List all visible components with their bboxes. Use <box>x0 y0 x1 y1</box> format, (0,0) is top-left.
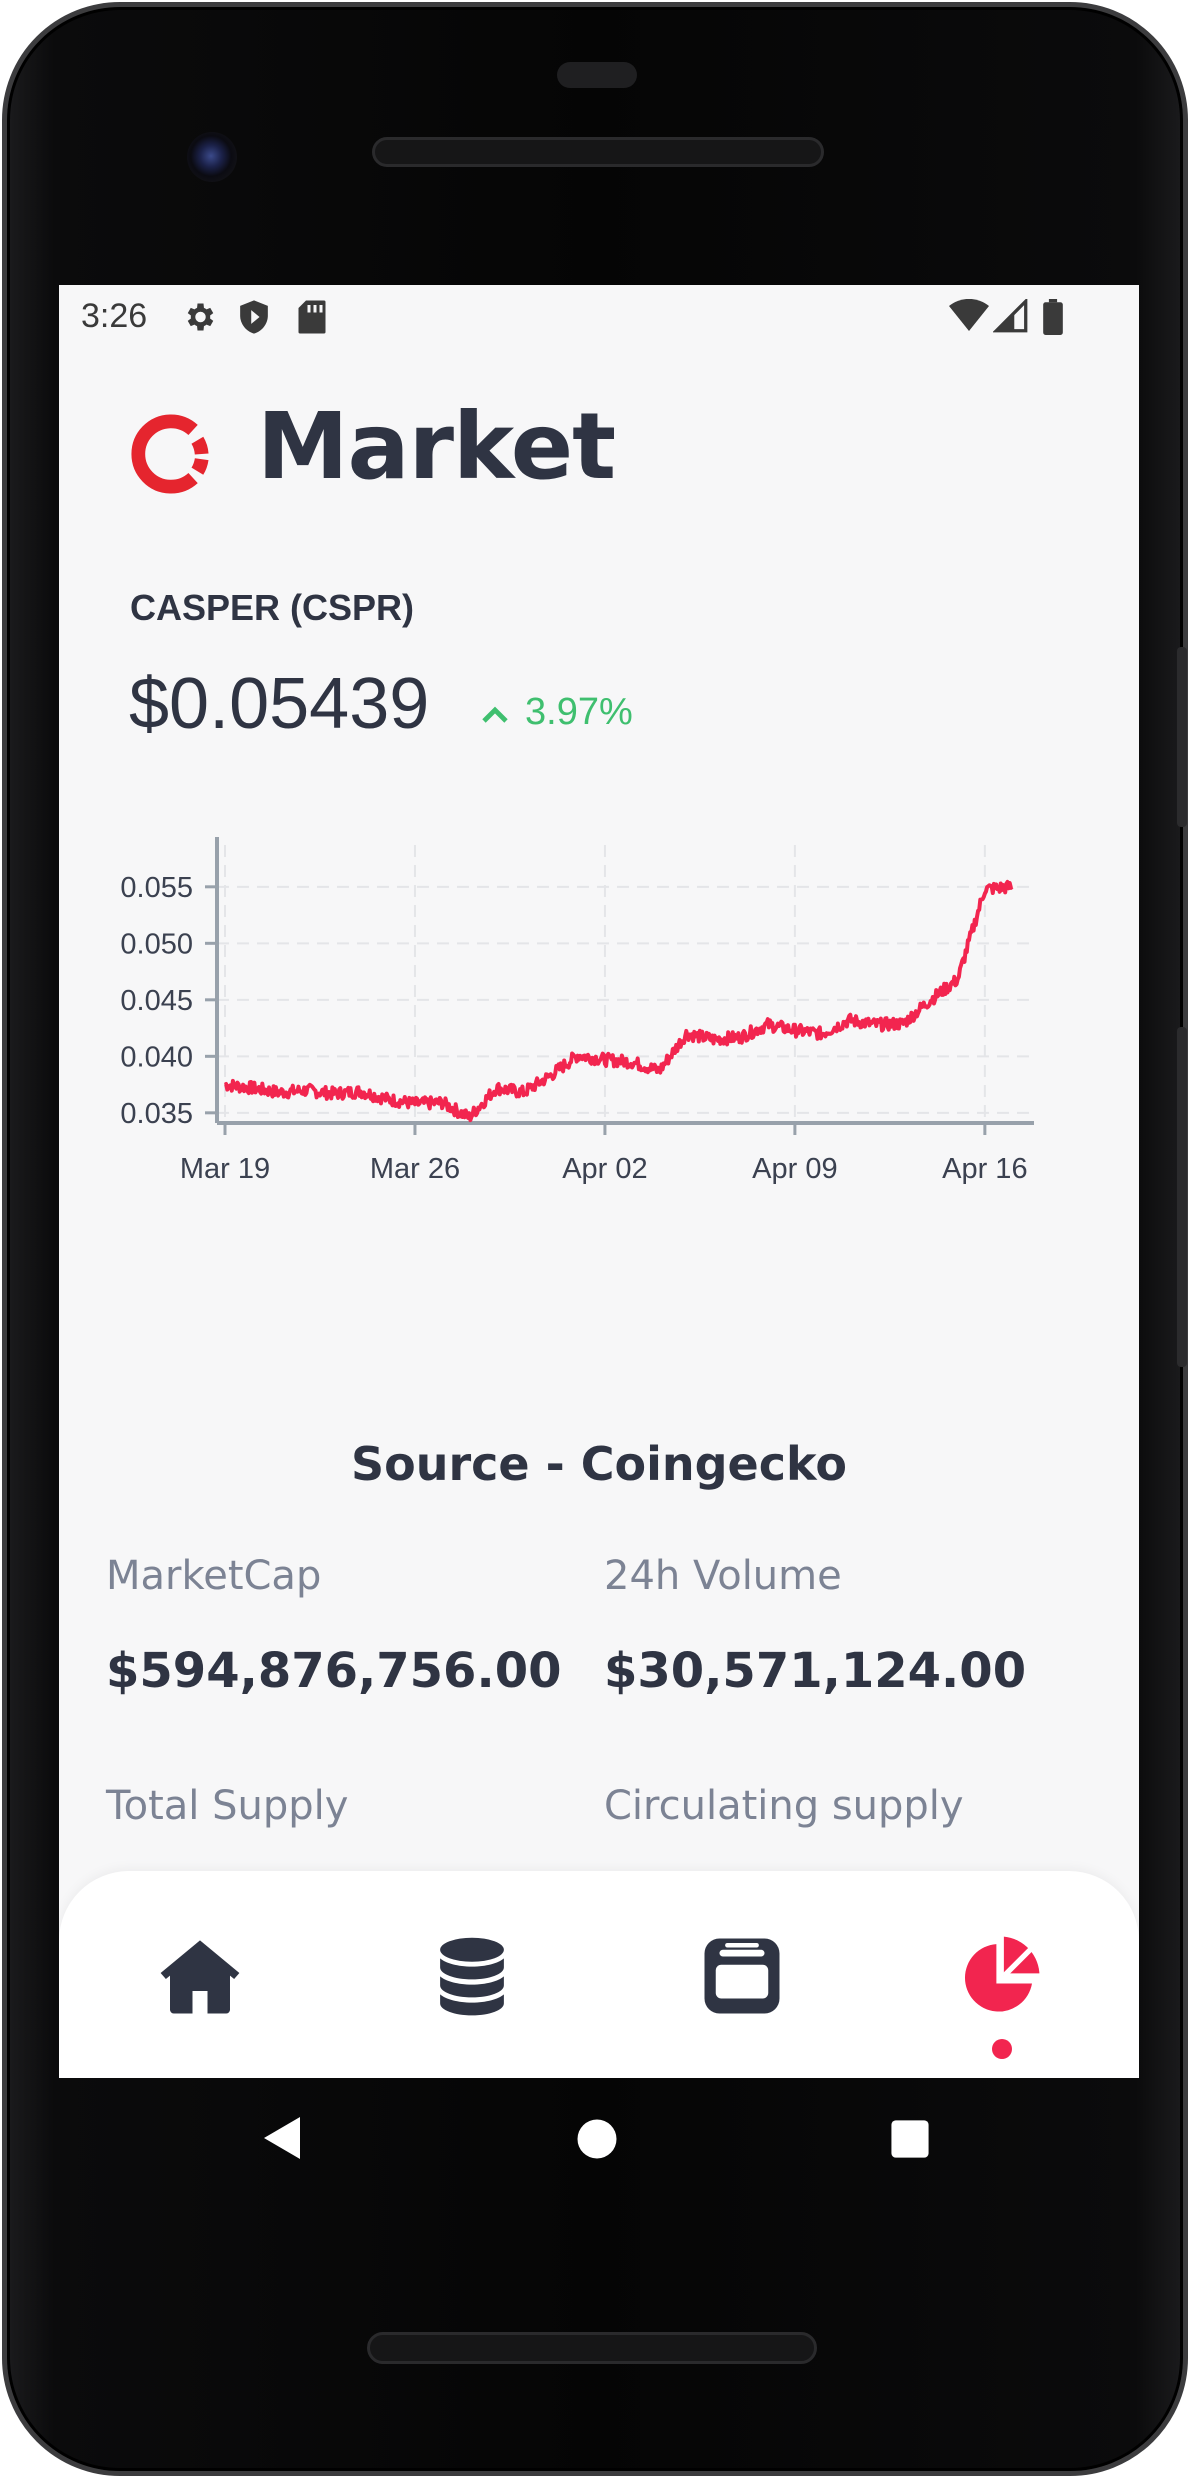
chart-axes <box>215 837 1034 1125</box>
price-series-line <box>223 879 1014 1123</box>
gear-icon <box>187 303 214 331</box>
x-tick-label: Mar 26 <box>370 1153 460 1185</box>
x-tick-label: Mar 19 <box>180 1153 270 1185</box>
bottom-nav <box>59 1871 1139 2078</box>
chart-line-layer <box>223 879 1014 1123</box>
bottom-speaker <box>367 2332 817 2364</box>
android-nav-bar <box>7 2078 1193 2208</box>
chart-ticks: Mar 19 Mar 26 Apr 02 Apr 09 Apr 16 0.035 0.040… <box>120 872 1027 1185</box>
sd-card-icon <box>298 300 326 334</box>
source-label: Source - Coingecko <box>351 1437 847 1491</box>
circulating-supply-label: Circulating supply <box>604 1783 964 1829</box>
status-bar: 3:26 <box>59 285 1139 349</box>
x-tick-label: Apr 16 <box>942 1153 1027 1185</box>
market-cap-label: MarketCap <box>106 1553 322 1599</box>
price-chart: Mar 19 Mar 26 Apr 02 Apr 09 Apr 16 0.035 0.040… <box>120 837 1034 1185</box>
coin-price: $0.05439 <box>129 664 430 744</box>
app-screen: 3:26 <box>59 285 1139 2078</box>
recents-square-icon[interactable] <box>890 2119 930 2159</box>
pie-chart-icon[interactable] <box>957 1931 1047 2021</box>
coin-name: CASPER (CSPR) <box>130 587 415 628</box>
x-tick-label: Apr 09 <box>752 1153 837 1185</box>
price-change: 3.97% <box>525 691 633 733</box>
y-tick-label: 0.040 <box>120 1041 193 1073</box>
volume-button <box>1177 1027 1187 1367</box>
x-tick-label: Apr 02 <box>562 1153 647 1185</box>
top-speaker <box>372 137 824 167</box>
earpiece <box>557 62 637 88</box>
casper-logo <box>131 414 209 494</box>
power-button <box>1177 647 1187 827</box>
wifi-icon <box>949 299 989 331</box>
back-icon[interactable] <box>261 2114 303 2162</box>
market-cap-value: $594,876,756.00 <box>106 1643 562 1699</box>
shield-icon <box>240 300 268 334</box>
coins-stack-icon[interactable] <box>427 1931 517 2021</box>
total-supply-label: Total Supply <box>106 1783 349 1829</box>
status-time: 3:26 <box>81 297 148 335</box>
y-tick-label: 0.050 <box>120 928 193 960</box>
front-camera <box>187 132 237 182</box>
home-circle-icon[interactable] <box>576 2118 618 2160</box>
volume-value: $30,571,124.00 <box>604 1643 1027 1699</box>
wallet-icon[interactable] <box>697 1931 787 2021</box>
volume-label: 24h Volume <box>604 1553 842 1599</box>
signal-icon <box>993 299 1028 333</box>
active-indicator-dot <box>992 2039 1012 2059</box>
y-tick-label: 0.045 <box>120 985 193 1017</box>
chart-grid <box>217 845 1034 1123</box>
home-icon[interactable] <box>155 1931 245 2021</box>
chevron-up-icon <box>482 706 508 723</box>
y-tick-label: 0.055 <box>120 872 193 904</box>
page-title: Market <box>257 393 616 500</box>
y-tick-label: 0.035 <box>120 1098 193 1130</box>
battery-icon <box>1043 299 1063 335</box>
